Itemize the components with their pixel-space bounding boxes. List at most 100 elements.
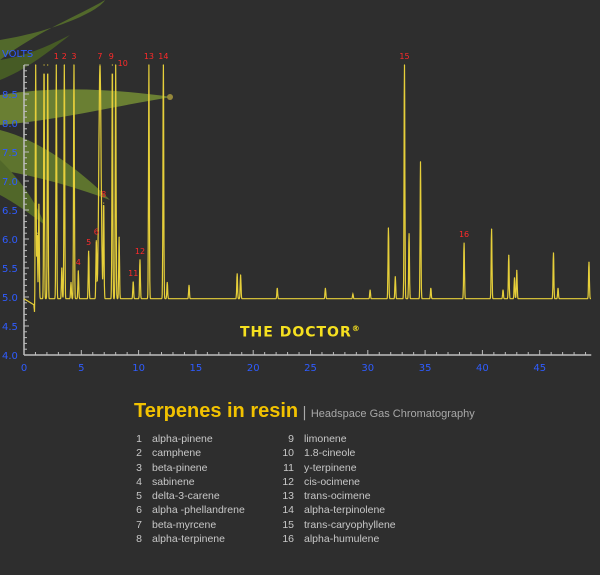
- legend-number: 6: [136, 504, 142, 517]
- x-tick-label: 30: [361, 363, 374, 374]
- peak-label: 8: [101, 190, 106, 199]
- cannabis-leaf-image: [0, 0, 173, 225]
- peak-point: [99, 64, 101, 66]
- legend-item: 6 alpha -phellandrene: [122, 504, 245, 518]
- peak-point: [557, 287, 559, 289]
- peak-label: 7: [97, 52, 102, 61]
- chart-title: Terpenes in resin: [134, 400, 299, 422]
- peak-point: [47, 64, 49, 66]
- legend-item: 13 trans-ocimene: [274, 490, 396, 504]
- y-tick-label: 6.5: [2, 206, 18, 217]
- peak-point: [430, 287, 432, 289]
- legend-item: 8 alpha-terpinene: [122, 533, 245, 547]
- legend-number: 10: [282, 447, 294, 460]
- peak-point: [63, 64, 65, 66]
- peak-point: [552, 252, 555, 254]
- peak-label: 14: [158, 52, 168, 61]
- legend-number: 16: [282, 533, 294, 546]
- legend-column-2: 9 limonene 10 1.8-cineole 11 y-terpinene 12 cis…: [274, 433, 396, 547]
- legend-name: trans-caryophyllene: [304, 518, 396, 531]
- x-tick-label: 10: [132, 363, 145, 374]
- legend-item: 10 1.8-cineole: [274, 447, 396, 461]
- legend-item: 4 sabinene: [122, 476, 245, 490]
- peak-point: [513, 277, 516, 279]
- legend-item: 5 delta-3-carene: [122, 490, 245, 504]
- peak-point: [148, 64, 150, 66]
- legend-name: 1.8-cineole: [304, 447, 356, 460]
- peak-point: [61, 267, 63, 269]
- peak-point: [588, 261, 590, 263]
- x-tick-label: 35: [419, 363, 432, 374]
- peak-point: [95, 240, 97, 242]
- peak-point: [73, 64, 75, 66]
- peak-label: 11: [128, 269, 138, 278]
- peak-point: [103, 202, 105, 204]
- legend-number: 15: [282, 518, 294, 531]
- legend-name: beta-pinene: [152, 461, 208, 474]
- x-tick-label: 15: [190, 363, 203, 374]
- registered-mark: ®: [351, 324, 361, 333]
- chromatogram-trace: [23, 64, 591, 312]
- peak-label: 2: [62, 52, 67, 61]
- y-tick-label: 6.0: [2, 235, 18, 246]
- legend-name: trans-ocimene: [304, 490, 371, 503]
- legend-number: 9: [288, 433, 294, 445]
- peak-point: [419, 161, 422, 163]
- peak-point: [276, 287, 278, 289]
- y-axis-title: VOLTS: [2, 49, 33, 60]
- legend-name: sabinene: [152, 475, 195, 488]
- legend-name: limonene: [304, 433, 347, 445]
- legend-name: delta-3-carene: [152, 490, 220, 503]
- peak-point: [70, 281, 72, 284]
- peak-point: [239, 274, 242, 276]
- legend-number: 4: [136, 475, 142, 488]
- y-tick-label: 5.0: [2, 293, 18, 304]
- peak-point: [369, 289, 371, 291]
- peak-label: 12: [135, 247, 145, 256]
- peak-point: [352, 293, 354, 295]
- peak-label: 6: [94, 228, 99, 237]
- peak-point: [403, 64, 406, 66]
- legend-item: 11 y-terpinene: [274, 462, 396, 476]
- peak-label: 16: [459, 230, 469, 239]
- legend-number: 14: [282, 504, 294, 517]
- x-tick-label: 5: [78, 363, 84, 374]
- x-tick-label: 20: [247, 363, 260, 374]
- x-tick-label: 25: [304, 363, 317, 374]
- peak-point: [38, 203, 40, 205]
- legend-item: 3 beta-pinene: [122, 462, 245, 476]
- peak-point: [516, 269, 518, 271]
- peak-label: 5: [86, 238, 91, 247]
- y-tick-label: 4.5: [2, 322, 18, 333]
- y-tick-label: 5.5: [2, 264, 18, 275]
- peak-point: [139, 259, 141, 261]
- legend-number: 8: [136, 533, 142, 546]
- y-tick-label: 8.5: [2, 90, 18, 101]
- legend-item: 14 alpha-terpinolene: [274, 504, 396, 518]
- y-tick-label: 8.0: [2, 119, 18, 130]
- peak-point: [115, 64, 117, 66]
- peak-point: [36, 232, 38, 234]
- peak-point: [502, 289, 504, 291]
- legend-item: 2 camphene: [122, 447, 245, 461]
- y-tick-label: 7.5: [2, 148, 18, 159]
- peak-point: [111, 64, 113, 66]
- legend-name: cis-ocimene: [304, 475, 361, 488]
- peak-point: [324, 287, 326, 289]
- legend-item: 16 alpha-humulene: [274, 533, 396, 547]
- peak-point: [188, 284, 190, 286]
- the-doctor-logo: THE DOCTOR®: [240, 324, 361, 341]
- legend-item: 9 limonene: [274, 433, 396, 447]
- peak-point: [394, 276, 396, 278]
- peak-label: 13: [144, 52, 154, 61]
- legend-item: 1 alpha-pinene: [122, 433, 245, 447]
- legend-name: beta-myrcene: [152, 518, 217, 531]
- legend-item: 15 trans-caryophyllene: [274, 518, 396, 533]
- legend-number: 3: [136, 461, 142, 474]
- legend-number: 11: [283, 461, 294, 474]
- peak-point: [166, 281, 168, 284]
- legend-item: 12 cis-ocimene: [274, 476, 396, 490]
- x-tick-label: 0: [21, 363, 27, 374]
- legend-name: alpha-humulene: [304, 533, 380, 546]
- peak-label: 1: [54, 52, 59, 61]
